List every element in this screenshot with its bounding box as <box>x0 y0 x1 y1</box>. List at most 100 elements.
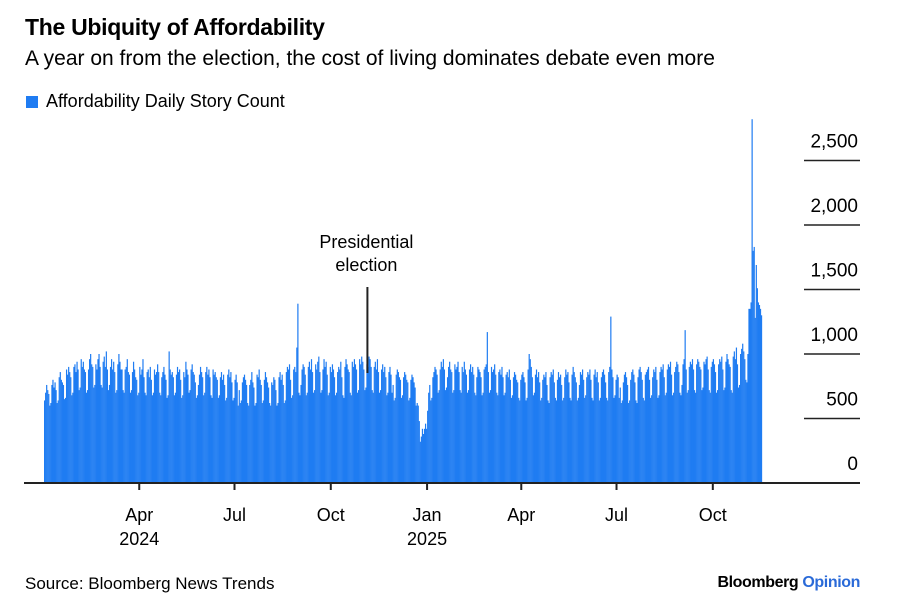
bar <box>723 390 725 483</box>
bar <box>455 369 457 483</box>
bar <box>745 379 747 483</box>
bar <box>625 377 628 483</box>
bar <box>103 356 105 483</box>
bar <box>529 359 531 483</box>
bar <box>395 374 397 483</box>
bar <box>448 366 450 483</box>
bar <box>74 364 76 483</box>
y-tick-label: 0 <box>847 454 858 475</box>
bar <box>143 377 145 483</box>
bar <box>277 403 279 483</box>
bar <box>433 372 435 483</box>
bar <box>514 374 517 483</box>
bar <box>269 403 271 483</box>
bar <box>297 303 299 483</box>
bar <box>53 387 55 483</box>
bar <box>293 369 295 483</box>
bar <box>232 400 234 483</box>
bar <box>315 364 317 483</box>
brand-accent: Opinion <box>802 574 860 591</box>
bar <box>166 397 168 483</box>
bar <box>610 316 612 483</box>
bar <box>115 392 117 483</box>
bar <box>629 400 631 483</box>
bar <box>104 366 106 483</box>
bar <box>195 397 197 483</box>
bar <box>517 382 519 483</box>
bar <box>714 372 717 483</box>
bar <box>355 369 358 483</box>
bar <box>340 361 342 483</box>
bar <box>497 395 499 483</box>
bar <box>488 392 491 483</box>
bar <box>259 379 261 483</box>
bar <box>601 372 604 483</box>
bar <box>345 359 347 483</box>
bar <box>141 369 143 483</box>
bar <box>368 356 370 483</box>
bar <box>585 395 587 483</box>
bar <box>393 400 395 483</box>
bar <box>460 392 462 483</box>
bar <box>678 372 680 483</box>
bar <box>308 361 310 483</box>
bar <box>84 372 87 483</box>
y-tick-label: 1,000 <box>810 325 858 346</box>
y-tick-label: 500 <box>826 390 858 411</box>
bar <box>288 364 291 483</box>
bar <box>360 364 362 483</box>
bar <box>94 384 96 483</box>
bar <box>361 356 363 483</box>
bar <box>449 361 451 483</box>
bar <box>642 397 644 483</box>
bar <box>542 379 544 483</box>
bar <box>633 374 635 483</box>
bar <box>117 364 119 483</box>
bar <box>658 395 660 483</box>
bar <box>710 366 712 483</box>
bar <box>580 374 583 483</box>
bar <box>507 377 509 483</box>
bar <box>89 359 91 483</box>
bar <box>500 374 502 483</box>
bar <box>211 397 213 483</box>
bar <box>528 354 530 483</box>
bar <box>284 400 286 483</box>
bar <box>214 372 216 483</box>
chart-title: The Ubiquity of Affordability <box>25 14 325 40</box>
bar <box>212 369 214 483</box>
bar <box>707 369 709 483</box>
bar <box>377 372 380 483</box>
bar <box>174 392 177 483</box>
bar <box>317 361 319 483</box>
bar <box>274 379 276 483</box>
bar <box>583 379 585 483</box>
bar <box>646 369 649 483</box>
bar <box>408 400 410 483</box>
bar <box>688 366 690 483</box>
legend-label: Affordability Daily Story Count <box>46 91 285 111</box>
bar <box>272 384 274 483</box>
bar <box>662 364 664 483</box>
bar <box>430 400 432 483</box>
bar <box>599 397 601 483</box>
bar <box>713 364 716 483</box>
bar <box>196 395 199 483</box>
bar <box>186 369 188 483</box>
bar <box>168 351 170 483</box>
bar <box>571 374 573 483</box>
bar <box>435 369 437 483</box>
bar <box>506 372 508 483</box>
bar <box>188 392 190 483</box>
bar <box>67 374 69 483</box>
bar <box>677 364 679 483</box>
bar <box>253 387 255 483</box>
bar <box>566 374 568 483</box>
bar <box>279 372 281 483</box>
bar <box>314 390 316 483</box>
bar <box>458 372 460 483</box>
bar <box>379 390 382 483</box>
bar <box>75 372 77 483</box>
bar <box>456 366 458 483</box>
bar <box>534 374 537 483</box>
